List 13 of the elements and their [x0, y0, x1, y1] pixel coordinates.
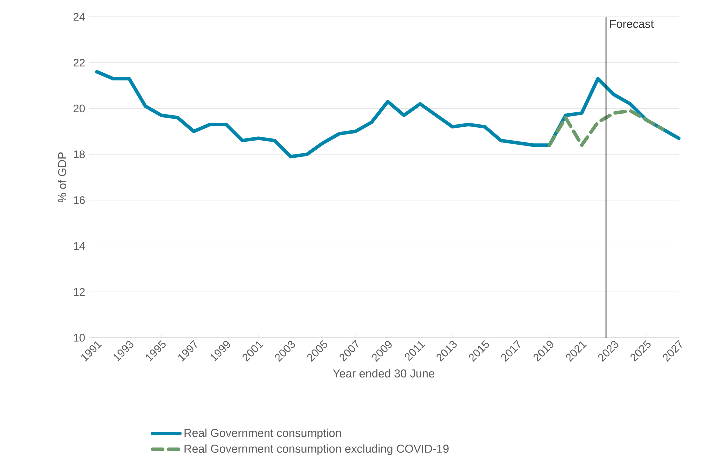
y-tick-label: 24	[74, 13, 86, 21]
y-tick-label: 16	[74, 196, 85, 204]
y-tick-label: 20	[74, 104, 86, 113]
ref-line-label: Forecast	[610, 20, 654, 28]
y-tick-label: 18	[74, 150, 85, 158]
y-tick-label: 10	[74, 334, 86, 342]
y-axis-title: % of GDP	[58, 152, 66, 203]
y-tick-label: 14	[74, 242, 86, 250]
y-tick-label: 22	[74, 59, 85, 67]
legend-label: Real Government consumption	[184, 428, 342, 440]
x-axis-title: Year ended 30 June	[333, 369, 435, 378]
legend-label: Real Government consumption excluding COVID-19	[184, 444, 449, 456]
y-tick-label: 12	[74, 288, 85, 296]
